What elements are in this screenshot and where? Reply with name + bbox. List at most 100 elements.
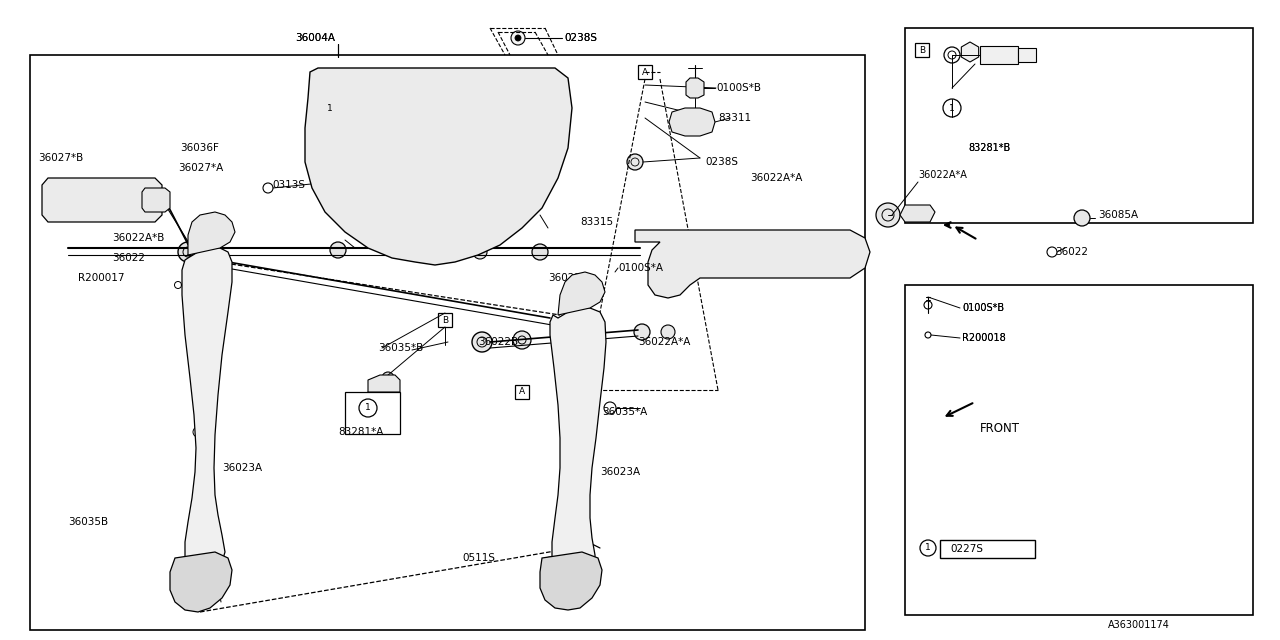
Circle shape [554, 330, 570, 346]
Text: 36022A*A: 36022A*A [637, 337, 690, 347]
Circle shape [349, 102, 361, 114]
Circle shape [151, 193, 165, 207]
Text: 36022B: 36022B [548, 273, 588, 283]
Text: 36023A: 36023A [221, 463, 262, 473]
Circle shape [627, 154, 643, 170]
Text: 36027*A: 36027*A [178, 163, 223, 173]
Text: 83281*B: 83281*B [968, 143, 1010, 153]
Circle shape [67, 194, 78, 206]
Polygon shape [961, 42, 979, 62]
Text: 83281*B: 83281*B [968, 143, 1010, 153]
Text: 36022B: 36022B [477, 337, 518, 347]
Circle shape [782, 249, 794, 261]
Circle shape [461, 161, 475, 175]
Text: A363001174: A363001174 [1108, 620, 1170, 630]
Text: R200018: R200018 [963, 333, 1006, 343]
Bar [1018, 48, 1036, 62]
Circle shape [178, 242, 198, 262]
Text: FRONT: FRONT [980, 422, 1020, 435]
Text: 0100S*A: 0100S*A [618, 263, 663, 273]
Text: 0511S: 0511S [462, 553, 495, 563]
Polygon shape [142, 188, 170, 212]
Circle shape [474, 245, 486, 259]
Polygon shape [540, 552, 602, 610]
Circle shape [511, 31, 525, 45]
Text: 0227S: 0227S [950, 544, 983, 554]
Text: 0238S: 0238S [564, 33, 596, 43]
Circle shape [193, 427, 204, 437]
Circle shape [841, 248, 855, 262]
Bar [905, 285, 1253, 615]
Text: R200018: R200018 [963, 333, 1006, 343]
Circle shape [692, 248, 707, 262]
Text: A: A [643, 67, 648, 77]
Text: 1: 1 [328, 104, 333, 113]
Bar [905, 28, 1253, 223]
Text: 36022A*B: 36022A*B [113, 233, 164, 243]
Polygon shape [669, 108, 716, 136]
Polygon shape [635, 230, 870, 298]
Circle shape [502, 172, 515, 184]
Text: 1: 1 [950, 104, 955, 113]
Text: 0100S*B: 0100S*B [963, 303, 1004, 313]
Circle shape [660, 325, 675, 339]
Polygon shape [900, 205, 934, 222]
Text: 0238S: 0238S [564, 33, 596, 43]
Circle shape [435, 175, 454, 195]
Polygon shape [550, 308, 605, 582]
Text: B: B [919, 45, 925, 54]
Circle shape [515, 35, 521, 41]
Circle shape [369, 158, 381, 172]
Text: 83281*A: 83281*A [338, 427, 384, 437]
Text: 1: 1 [365, 403, 371, 413]
Text: 1: 1 [925, 543, 931, 552]
Circle shape [876, 203, 900, 227]
Polygon shape [305, 68, 572, 265]
Circle shape [564, 427, 575, 437]
Text: 36035B: 36035B [68, 517, 108, 527]
Bar [346, 392, 401, 434]
Circle shape [389, 169, 407, 187]
Bar [637, 65, 652, 79]
Bar [940, 540, 1036, 558]
Circle shape [532, 244, 548, 260]
Circle shape [428, 245, 442, 259]
Text: R200017: R200017 [78, 273, 124, 283]
Circle shape [412, 182, 424, 194]
Circle shape [518, 193, 532, 207]
Circle shape [660, 247, 676, 263]
Bar [438, 313, 452, 327]
Text: 36004A: 36004A [294, 33, 335, 43]
Text: 36035*B: 36035*B [378, 343, 424, 353]
Polygon shape [558, 272, 605, 315]
Circle shape [1074, 210, 1091, 226]
Text: 0100S*B: 0100S*B [716, 83, 762, 93]
Bar [29, 55, 865, 630]
Text: A: A [518, 387, 525, 397]
Text: 36022: 36022 [1055, 247, 1088, 257]
Text: 83315: 83315 [580, 217, 613, 227]
Text: 83311: 83311 [718, 113, 751, 123]
Text: 0100S*B: 0100S*B [963, 303, 1004, 313]
Circle shape [472, 332, 492, 352]
Circle shape [751, 248, 765, 262]
Text: 36022A*A: 36022A*A [918, 170, 966, 180]
Bar [515, 385, 529, 399]
Polygon shape [42, 178, 163, 222]
Text: 36004A: 36004A [294, 33, 335, 43]
Bar [915, 43, 929, 57]
Polygon shape [170, 552, 232, 612]
Circle shape [513, 331, 531, 349]
Text: 36022A*A: 36022A*A [750, 173, 803, 183]
Circle shape [381, 372, 394, 384]
Polygon shape [686, 78, 704, 98]
Text: 0313S: 0313S [273, 180, 305, 190]
Text: B: B [442, 316, 448, 324]
Circle shape [195, 242, 206, 254]
Polygon shape [182, 248, 232, 572]
Circle shape [634, 324, 650, 340]
Polygon shape [188, 212, 236, 255]
Text: 36036F: 36036F [180, 143, 219, 153]
Text: 36035*A: 36035*A [602, 407, 648, 417]
Circle shape [340, 127, 364, 149]
